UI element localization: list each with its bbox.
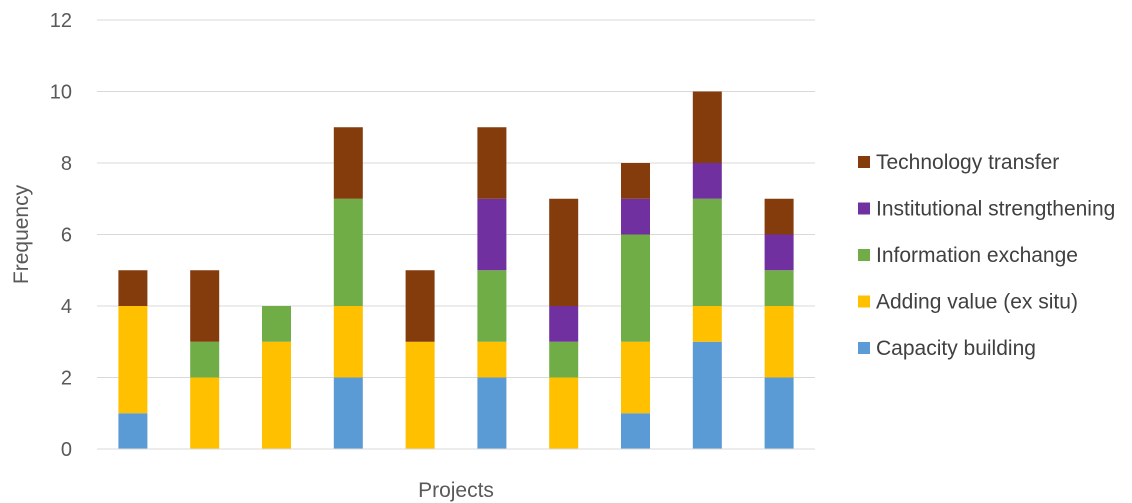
bar-adding-value-ex-situ-2 [190,377,220,449]
y-tick-label: 12 [50,10,72,32]
bar-capacity-building-4 [333,377,363,449]
y-tick-label: 10 [50,82,72,104]
bar-institutional-strengthening-6 [477,198,507,271]
bar-institutional-strengthening-8 [621,198,650,235]
legend-swatch-technology-transfer [858,156,870,168]
y-axis-ticks: 0 2 4 6 8 10 12 [50,10,72,461]
bar-information-exchange-4 [333,198,363,306]
bar-technology-transfer-4 [333,127,363,199]
bar-technology-transfer-1 [118,270,148,306]
bar-institutional-strengthening-9 [692,163,722,199]
legend-label-capacity-building: Capacity building [876,337,1036,360]
bar-technology-transfer-7 [549,198,579,306]
legend-label-institutional-strengthening: Institutional strengthening [876,198,1115,221]
bar-adding-value-ex-situ-10 [764,306,794,378]
bar-technology-transfer-6 [477,127,507,199]
bar-technology-transfer-10 [764,198,794,235]
bar-adding-value-ex-situ-1 [118,306,148,414]
bar-information-exchange-2 [190,341,220,378]
bar-capacity-building-6 [477,377,507,449]
y-tick-label: 0 [61,439,72,461]
y-tick-label: 8 [61,153,72,175]
bar-adding-value-ex-situ-6 [477,341,507,378]
y-tick-label: 6 [61,225,72,247]
bar-adding-value-ex-situ-9 [692,306,722,342]
legend: Technology transfer Institutional strengt… [858,151,1115,360]
legend-swatch-capacity-building [858,342,870,354]
legend-swatch-institutional-strengthening [858,202,870,215]
legend-label-adding-value-ex-situ: Adding value (ex situ) [876,291,1078,314]
bar-adding-value-ex-situ-7 [549,377,579,449]
x-axis-title: Projects [418,479,494,502]
y-tick-label: 2 [61,368,72,390]
bar-information-exchange-9 [692,198,722,306]
bar-institutional-strengthening-7 [549,306,579,342]
bar-information-exchange-8 [621,234,650,342]
bar-technology-transfer-5 [405,270,435,342]
bar-information-exchange-6 [477,270,507,342]
bar-technology-transfer-2 [190,270,220,342]
bar-adding-value-ex-situ-8 [621,341,650,414]
legend-swatch-adding-value-ex-situ [858,295,870,308]
bar-information-exchange-3 [262,306,291,342]
bar-capacity-building-1 [118,413,148,449]
bar-capacity-building-10 [764,377,794,449]
bar-adding-value-ex-situ-5 [405,341,435,449]
bars [118,91,794,449]
bar-institutional-strengthening-10 [764,234,794,271]
bar-adding-value-ex-situ-3 [262,341,291,449]
bar-capacity-building-9 [692,341,722,449]
bar-information-exchange-10 [764,270,794,306]
legend-swatch-information-exchange [858,249,870,261]
bar-technology-transfer-9 [692,91,722,163]
y-tick-label: 4 [61,296,72,318]
y-axis-title: Frequency [10,184,33,284]
legend-label-technology-transfer: Technology transfer [876,151,1059,174]
bar-adding-value-ex-situ-4 [333,306,363,378]
bar-information-exchange-7 [549,341,579,378]
bar-capacity-building-8 [621,413,650,449]
legend-label-information-exchange: Information exchange [876,244,1078,267]
bar-technology-transfer-8 [621,163,650,199]
